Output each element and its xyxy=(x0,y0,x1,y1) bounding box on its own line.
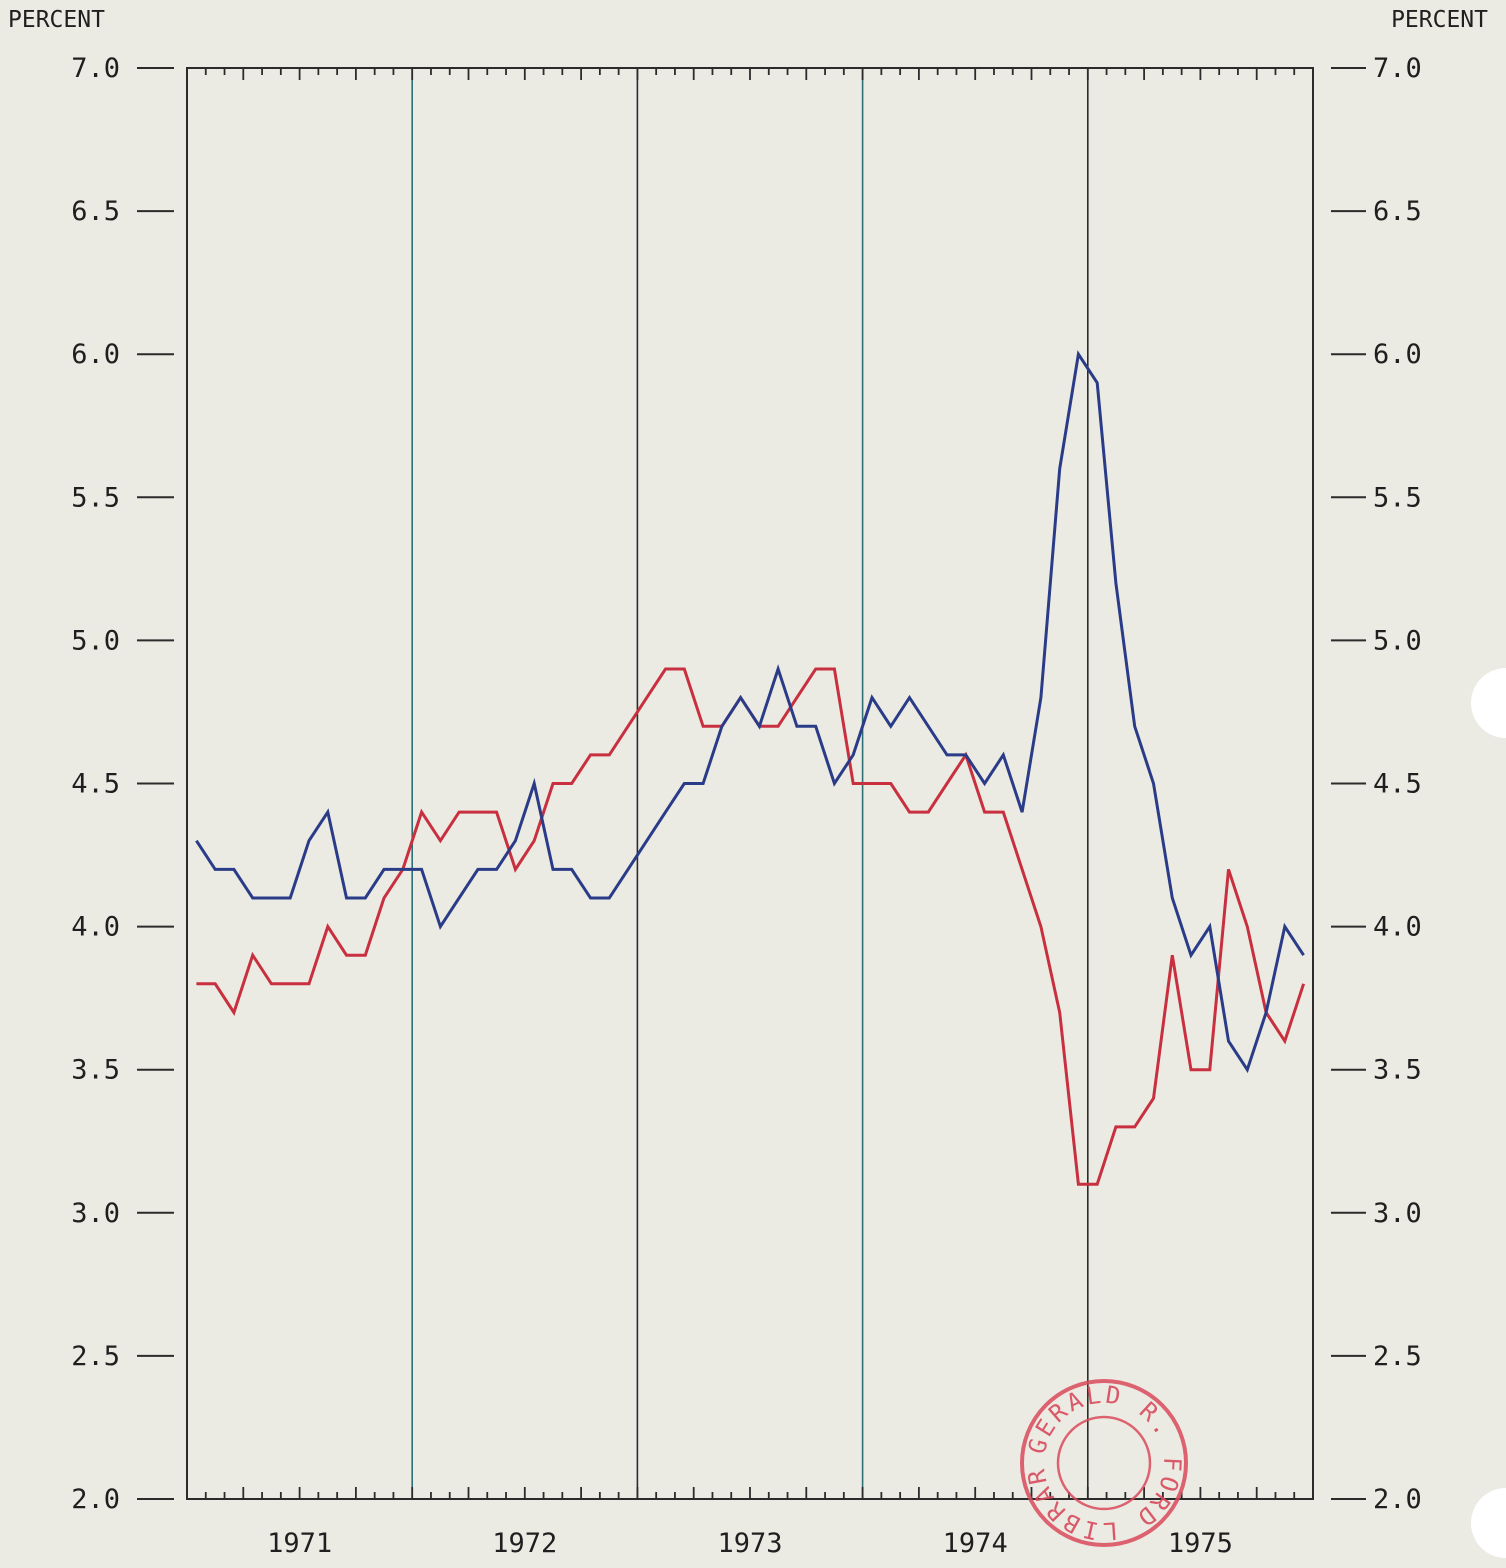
y-tick-label-right: 5.5 xyxy=(1373,482,1422,513)
plot-frame xyxy=(186,67,1506,1558)
y-tick-label-left: 2.0 xyxy=(71,1484,120,1515)
series-line-2 xyxy=(195,350,1305,1074)
y-tick-label-right: 7.0 xyxy=(1373,53,1422,84)
y-tick-label-right: 6.5 xyxy=(1373,196,1422,227)
stamp-inner-ring xyxy=(1056,1415,1152,1511)
y-tick-label-left: 5.5 xyxy=(71,482,120,513)
year-gridlines xyxy=(411,68,1089,1499)
y-tick-label-left: 5.0 xyxy=(71,625,120,656)
year-label: 1971 xyxy=(267,1528,332,1559)
y-tick-label-left: 4.5 xyxy=(71,769,120,800)
year-label: 1973 xyxy=(717,1528,782,1559)
axis-ticks xyxy=(204,68,1296,1499)
y-tick-label-left: 6.0 xyxy=(71,339,120,370)
y-tick-label-left: 6.5 xyxy=(71,196,120,227)
y-tick-label-right: 2.5 xyxy=(1373,1341,1422,1372)
y-tick-label-right: 6.0 xyxy=(1373,339,1422,370)
y-tick-label-right: 4.0 xyxy=(1373,912,1422,943)
year-label: 1972 xyxy=(492,1528,557,1559)
x-axis: 1971 1972 1973 1974 1975 xyxy=(267,1528,1233,1559)
punch-hole-top xyxy=(1471,668,1506,738)
y-axis-title-left: PERCENT xyxy=(8,7,105,33)
stamp-outer-ring xyxy=(1020,1379,1188,1547)
plot-border xyxy=(186,67,1314,1500)
y-axis-left: PERCENT 2.0 2.5 3.0 3.5 4.0 4.5 5.0 5.5 6.0 6.5 7.0 xyxy=(8,7,174,1515)
y-tick-label-left: 3.0 xyxy=(71,1198,120,1229)
y-tick-label-right: 4.5 xyxy=(1373,769,1422,800)
series-line-1 xyxy=(196,667,1306,1186)
y-axis-title-right: PERCENT xyxy=(1391,7,1488,33)
y-tick-label-right: 3.5 xyxy=(1373,1055,1422,1086)
y-tick-label-left: 4.0 xyxy=(71,912,120,943)
series-layer xyxy=(195,350,1306,1186)
year-label: 1974 xyxy=(943,1528,1008,1559)
y-tick-label-right: 2.0 xyxy=(1373,1484,1422,1515)
y-tick-label-right: 5.0 xyxy=(1373,625,1422,656)
punch-hole-bottom xyxy=(1471,1488,1506,1558)
year-label: 1975 xyxy=(1168,1528,1233,1559)
y-tick-label-right: 3.0 xyxy=(1373,1198,1422,1229)
y-tick-label-left: 2.5 xyxy=(71,1341,120,1372)
y-axis-right: PERCENT 2.0 2.5 3.0 3.5 4.0 4.5 5.0 5.5 6.0 6.5 7.0 xyxy=(1331,7,1488,1515)
y-tick-label-left: 3.5 xyxy=(71,1055,120,1086)
y-tick-label-left: 7.0 xyxy=(71,53,120,84)
